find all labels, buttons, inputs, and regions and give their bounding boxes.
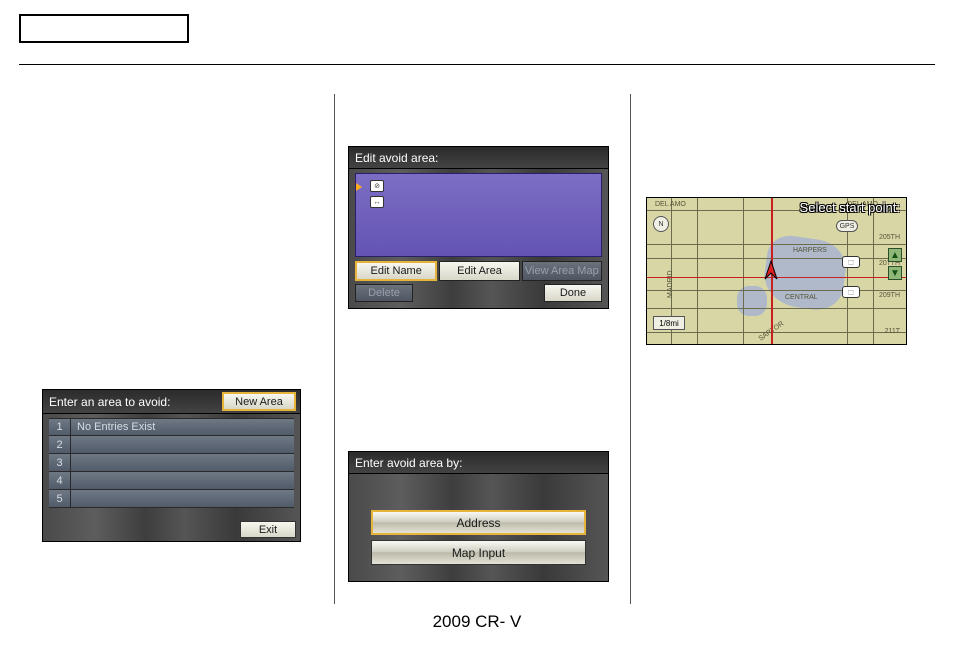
map-cursor-icon (761, 259, 781, 283)
road-label: DEL AMO (655, 201, 686, 208)
column-divider-1 (334, 94, 335, 604)
map-road (697, 198, 698, 344)
road-label: 205TH (879, 234, 900, 241)
row-cell (71, 490, 294, 507)
road-label: 209TH (879, 292, 900, 299)
map-input-button[interactable]: Map Input (371, 540, 586, 565)
new-area-button[interactable]: New Area (222, 392, 296, 411)
map-title: Select start point: (800, 200, 900, 215)
row-cell: No Entries Exist (71, 419, 294, 435)
row-cell (71, 454, 294, 471)
list-row[interactable]: 2 (49, 436, 294, 454)
list-row[interactable]: 1 No Entries Exist (49, 418, 294, 436)
row-cell (71, 472, 294, 489)
row-number: 1 (49, 419, 71, 435)
top-empty-box (19, 14, 189, 43)
view-area-map-button: View Area Map (522, 261, 602, 281)
edit-name-button[interactable]: Edit Name (355, 261, 437, 281)
column-divider-2 (630, 94, 631, 604)
screen2-title: Edit avoid area: (355, 151, 438, 165)
avoid-icon-2[interactable]: ↔ (370, 196, 384, 208)
no-entry-icon: ⊘ (370, 180, 384, 192)
row-number: 5 (49, 490, 71, 507)
exit-button[interactable]: Exit (240, 521, 296, 538)
list-row[interactable]: 5 (49, 490, 294, 508)
row-cell (71, 436, 294, 453)
screen1-title: Enter an area to avoid: (49, 395, 170, 409)
horizontal-rule (19, 64, 935, 65)
screen2-button-row: Edit Name Edit Area View Area Map (355, 261, 602, 281)
page-footer: 2009 CR- V (0, 612, 954, 632)
road-label: HARPERS (793, 247, 827, 254)
selection-triangle-icon (356, 183, 362, 191)
map-road (873, 198, 874, 344)
road-label: MADRID (667, 270, 674, 298)
zoom-in-button[interactable]: ▲ (888, 248, 902, 262)
address-button[interactable]: Address (371, 510, 586, 535)
screen2-header: Edit avoid area: (349, 147, 608, 169)
route-shield-icon: ⬚ (842, 286, 860, 298)
done-button[interactable]: Done (544, 284, 602, 302)
map-road (647, 308, 906, 309)
zoom-out-button[interactable]: ▼ (888, 266, 902, 280)
two-way-icon: ↔ (370, 196, 384, 208)
row-number: 3 (49, 454, 71, 471)
list-row[interactable]: 4 (49, 472, 294, 490)
enter-avoid-area-by-screen: Enter avoid area by: Address Map Input (348, 451, 609, 582)
road-label: CENTRAL (785, 294, 818, 301)
avoid-area-list-panel: ⊘ ↔ (355, 173, 602, 257)
map-canvas[interactable]: DEL AMO DEL AMO HARPERS CENTRAL MADRID S… (647, 198, 906, 344)
north-indicator-icon[interactable]: N (653, 216, 669, 232)
enter-area-to-avoid-screen: Enter an area to avoid: New Area 1 No En… (42, 389, 301, 542)
screen3-title: Enter avoid area by: (355, 456, 462, 470)
select-start-point-map-screen[interactable]: DEL AMO DEL AMO HARPERS CENTRAL MADRID S… (646, 197, 907, 345)
screen3-header: Enter avoid area by: (349, 452, 608, 474)
list-row[interactable]: 3 (49, 454, 294, 472)
map-road (647, 290, 906, 291)
delete-button: Delete (355, 284, 413, 302)
map-road (647, 244, 906, 245)
route-shield-icon: ⬚ (842, 256, 860, 268)
road-label: 211T (885, 328, 900, 335)
row-number: 4 (49, 472, 71, 489)
edit-area-button[interactable]: Edit Area (439, 261, 519, 281)
row-number: 2 (49, 436, 71, 453)
edit-avoid-area-screen: Edit avoid area: ⊘ ↔ Edit Name Edit Area… (348, 146, 609, 309)
map-road (743, 198, 744, 344)
avoid-icon-1[interactable]: ⊘ (370, 180, 384, 192)
screen1-list: 1 No Entries Exist 2 3 4 5 (49, 418, 294, 519)
gps-indicator-icon: GPS (836, 220, 858, 232)
map-scale-button[interactable]: 1/8mi (653, 316, 685, 330)
